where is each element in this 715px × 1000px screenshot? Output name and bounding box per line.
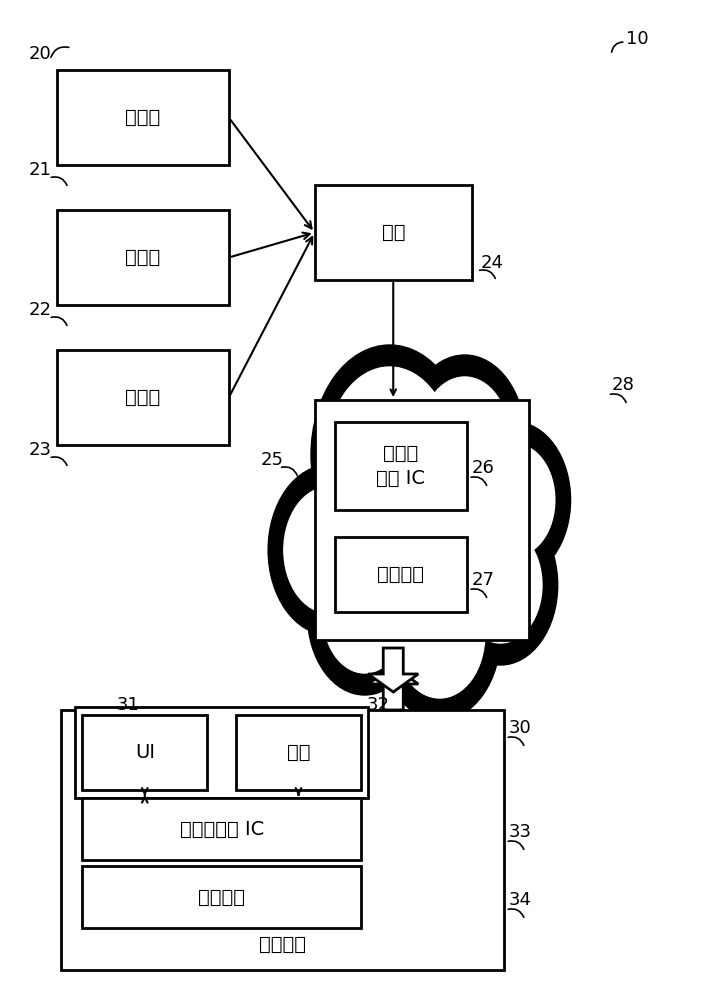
Bar <box>57 70 229 165</box>
Circle shape <box>459 527 542 643</box>
Text: 数据源: 数据源 <box>125 388 161 407</box>
Circle shape <box>307 535 422 695</box>
Bar <box>335 422 467 510</box>
Text: 接口: 接口 <box>287 743 310 762</box>
Bar <box>57 350 229 445</box>
Bar <box>315 400 529 640</box>
Circle shape <box>336 415 515 665</box>
Circle shape <box>404 355 526 525</box>
Text: 32: 32 <box>367 696 390 714</box>
Circle shape <box>475 444 555 556</box>
Circle shape <box>284 487 374 613</box>
Bar <box>315 185 472 280</box>
Circle shape <box>395 572 485 698</box>
Text: 25: 25 <box>261 451 284 469</box>
Bar <box>75 707 368 798</box>
Bar <box>335 537 467 612</box>
Text: 34: 34 <box>509 891 532 909</box>
Text: 数据源: 数据源 <box>125 248 161 267</box>
Circle shape <box>443 505 558 665</box>
Bar <box>82 798 361 860</box>
Text: 24: 24 <box>480 254 503 272</box>
Text: 31: 31 <box>117 696 139 714</box>
Text: 网关: 网关 <box>382 223 405 242</box>
Text: 处理装置: 处理装置 <box>259 935 306 954</box>
Bar <box>82 866 361 928</box>
Text: 一个或多个 IC: 一个或多个 IC <box>179 820 264 838</box>
Circle shape <box>379 550 500 720</box>
FancyArrow shape <box>368 666 418 710</box>
Text: 22: 22 <box>29 301 51 319</box>
Text: 26: 26 <box>472 459 495 477</box>
Text: 存储装置: 存储装置 <box>378 565 424 584</box>
Text: UI: UI <box>135 743 154 762</box>
Text: 10: 10 <box>626 30 649 48</box>
Bar <box>82 715 207 790</box>
Text: 20: 20 <box>29 45 51 63</box>
Text: 23: 23 <box>29 441 51 459</box>
Circle shape <box>352 437 499 643</box>
Text: 28: 28 <box>611 376 634 394</box>
Bar <box>236 715 361 790</box>
Bar <box>61 710 504 970</box>
FancyArrow shape <box>368 648 418 692</box>
Text: 33: 33 <box>509 823 532 841</box>
Text: 27: 27 <box>472 571 495 589</box>
Circle shape <box>311 345 468 565</box>
Circle shape <box>268 465 390 635</box>
Text: 30: 30 <box>509 719 532 737</box>
Circle shape <box>323 557 406 673</box>
Text: 21: 21 <box>29 161 51 179</box>
Bar <box>57 210 229 305</box>
Circle shape <box>459 422 571 578</box>
Circle shape <box>327 367 453 543</box>
Circle shape <box>420 377 510 503</box>
Text: 计算资源: 计算资源 <box>398 430 445 449</box>
Text: 数据源: 数据源 <box>125 108 161 127</box>
Text: 一个或
多个 IC: 一个或 多个 IC <box>376 444 425 488</box>
Text: 存储介质: 存储介质 <box>198 888 245 906</box>
